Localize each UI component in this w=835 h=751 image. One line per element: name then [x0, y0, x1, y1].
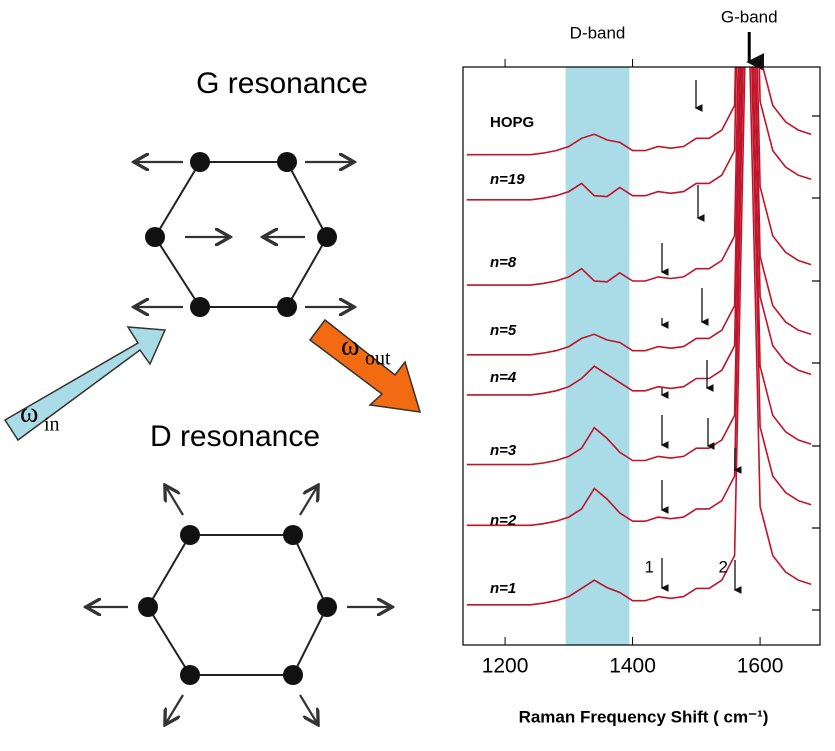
peak-arrows	[662, 80, 735, 590]
trace-label: n=1	[490, 580, 516, 597]
plot-frame	[463, 67, 820, 645]
x-tick-label: 1600	[737, 655, 784, 678]
trace-label: n=4	[490, 369, 517, 386]
trace-label: n=19	[490, 171, 525, 188]
traces	[467, 0, 811, 605]
x-tick-label: 1400	[609, 655, 656, 678]
omega-in: ω	[20, 397, 38, 428]
trace-label: HOPG	[490, 114, 534, 131]
g-band-label: G-band	[721, 7, 778, 26]
g-title: G resonance	[196, 67, 368, 100]
omega-out-sub: out	[365, 348, 391, 370]
g-hexagon	[136, 152, 352, 317]
d-title: D resonance	[150, 420, 320, 453]
x-axis-label: Raman Frequency Shift ( cm⁻¹)	[519, 707, 769, 726]
trace-label: n=8	[490, 254, 517, 271]
peak-label: 1	[645, 557, 654, 576]
trace-label: n=2	[490, 512, 517, 529]
right-ticks	[812, 116, 820, 610]
d-band-label: D-band	[570, 23, 626, 42]
x-tick-label: 1200	[482, 655, 529, 678]
peak-label: 2	[719, 557, 728, 576]
omega-out: ω	[341, 330, 359, 361]
trace-label: n=5	[490, 322, 517, 339]
trace-label: n=3	[490, 442, 517, 459]
d-band-region	[566, 67, 630, 645]
figure: G resonance D resonance ω in ω out D-ban…	[0, 0, 835, 751]
d-hexagon	[88, 487, 390, 723]
omega-in-sub: in	[44, 414, 60, 436]
